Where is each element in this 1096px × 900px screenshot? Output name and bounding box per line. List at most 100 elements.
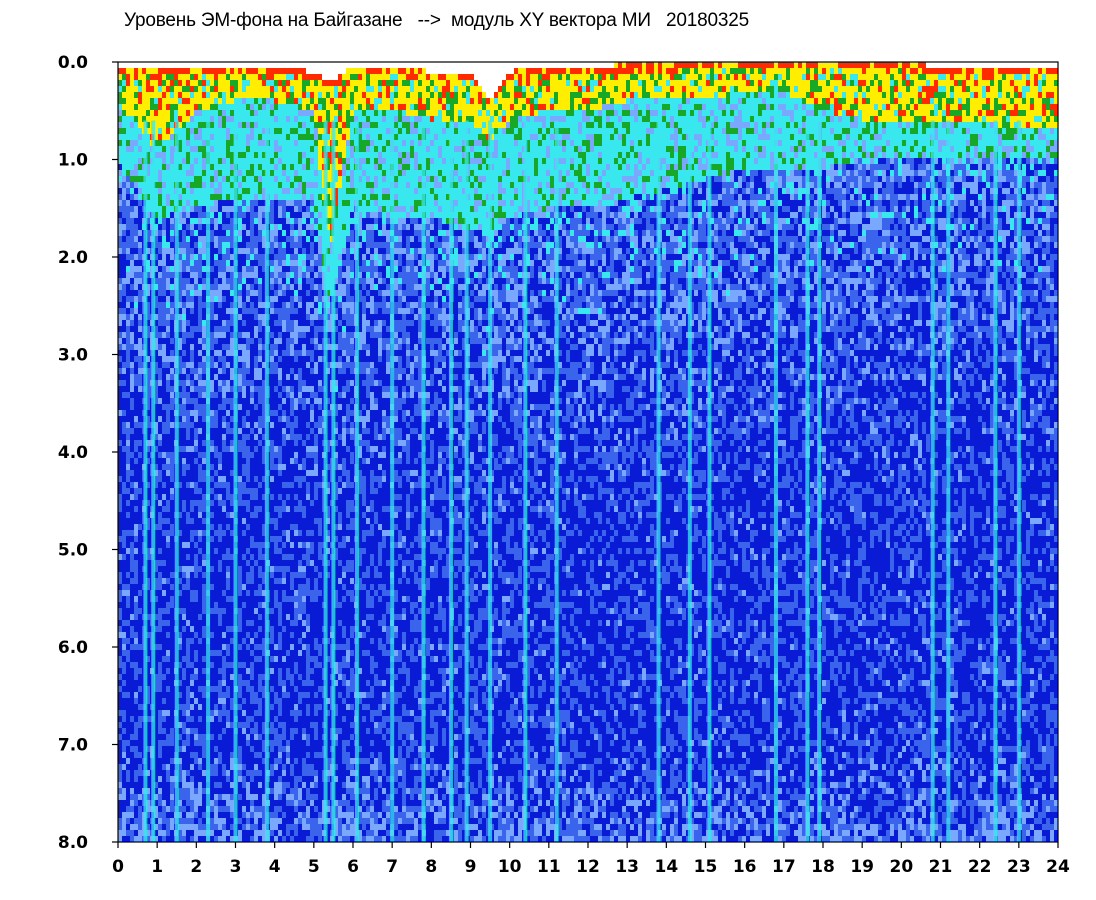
- heatmap-cell: [246, 608, 250, 614]
- heatmap-cell: [150, 110, 154, 116]
- heatmap-cell: [254, 146, 258, 152]
- heatmap-cell: [122, 110, 126, 116]
- heatmap-cell: [134, 422, 138, 428]
- heatmap-cell: [218, 392, 222, 398]
- heatmap-cell: [186, 500, 190, 506]
- heatmap-cell: [186, 476, 190, 482]
- heatmap-cell: [122, 644, 126, 650]
- heatmap-cell: [218, 278, 222, 284]
- heatmap-cell: [218, 686, 222, 692]
- heatmap-cell: [130, 98, 134, 104]
- heatmap-cell: [126, 344, 130, 350]
- heatmap-cell: [226, 710, 230, 716]
- heatmap-cell: [210, 332, 214, 338]
- heatmap-cell: [242, 116, 246, 122]
- heatmap-cell: [214, 74, 218, 80]
- heatmap-cell: [190, 464, 194, 470]
- heatmap-cell: [182, 86, 186, 92]
- heatmap-cell: [134, 644, 138, 650]
- heatmap-cell: [218, 572, 222, 578]
- heatmap-cell: [182, 386, 186, 392]
- heatmap-cell: [186, 224, 190, 230]
- heatmap-cell: [162, 494, 166, 500]
- heatmap-cell: [158, 626, 162, 632]
- heatmap-cell: [194, 206, 198, 212]
- heatmap-cell: [222, 734, 226, 740]
- heatmap-cell: [222, 404, 226, 410]
- heatmap-cell: [230, 536, 234, 542]
- heatmap-cell: [170, 572, 174, 578]
- heatmap-cell: [162, 668, 166, 674]
- heatmap-cell: [182, 512, 186, 518]
- heatmap-cell: [230, 782, 234, 788]
- heatmap-cell: [238, 206, 242, 212]
- heatmap-cell: [130, 488, 134, 494]
- heatmap-cell: [226, 272, 230, 278]
- heatmap-cell: [126, 176, 130, 182]
- heatmap-cell: [138, 704, 142, 710]
- heatmap-cell: [194, 464, 198, 470]
- heatmap-cell: [138, 86, 142, 92]
- heatmap-cell: [194, 146, 198, 152]
- heatmap-cell: [166, 518, 170, 524]
- heatmap-cell: [122, 140, 126, 146]
- heatmap-cell: [182, 164, 186, 170]
- heatmap-cell: [210, 836, 214, 842]
- heatmap-cell: [166, 632, 170, 638]
- heatmap-cell: [134, 410, 138, 416]
- heatmap-cell: [182, 632, 186, 638]
- heatmap-cell: [126, 164, 130, 170]
- heatmap-cell: [170, 698, 174, 704]
- heatmap-cell: [254, 80, 258, 86]
- heatmap-cell: [134, 374, 138, 380]
- heatmap-cell: [210, 86, 214, 92]
- heatmap-cell: [162, 308, 166, 314]
- heatmap-cell: [226, 290, 230, 296]
- heatmap-cell: [218, 158, 222, 164]
- heatmap-cell: [134, 152, 138, 158]
- heatmap-cell: [158, 80, 162, 86]
- heatmap-cell: [202, 458, 206, 464]
- heatmap-cell: [130, 482, 134, 488]
- heatmap-cell: [130, 602, 134, 608]
- heatmap-cell: [126, 158, 130, 164]
- heatmap-cell: [142, 80, 146, 86]
- heatmap-cell: [134, 584, 138, 590]
- heatmap-cell: [130, 590, 134, 596]
- heatmap-cell: [126, 554, 130, 560]
- heatmap-cell: [230, 818, 234, 824]
- heatmap-cell: [222, 326, 226, 332]
- heatmap-cell: [202, 626, 206, 632]
- heatmap-cell: [162, 488, 166, 494]
- heatmap-cell: [138, 200, 142, 206]
- heatmap-cell: [230, 386, 234, 392]
- heatmap-cell: [166, 812, 170, 818]
- heatmap-cell: [162, 602, 166, 608]
- heatmap-cell: [202, 698, 206, 704]
- heatmap-cell: [122, 464, 126, 470]
- heatmap-cell: [170, 272, 174, 278]
- heatmap-cell: [138, 110, 142, 116]
- heatmap-cell: [254, 116, 258, 122]
- heatmap-cell: [162, 290, 166, 296]
- heatmap-cell: [230, 338, 234, 344]
- heatmap-cell: [138, 236, 142, 242]
- heatmap-cell: [230, 698, 234, 704]
- heatmap-cell: [258, 794, 262, 800]
- heatmap-cell: [158, 110, 162, 116]
- heatmap-cell: [242, 788, 246, 794]
- heatmap-cell: [190, 404, 194, 410]
- heatmap-cell: [158, 314, 162, 320]
- heatmap-cell: [230, 74, 234, 80]
- heatmap-cell: [166, 74, 170, 80]
- heatmap-cell: [170, 380, 174, 386]
- heatmap-cell: [226, 704, 230, 710]
- heatmap-cell: [202, 590, 206, 596]
- heatmap-cell: [122, 788, 126, 794]
- heatmap-cell: [218, 296, 222, 302]
- heatmap-cell: [162, 386, 166, 392]
- heatmap-cell: [270, 140, 274, 146]
- heatmap-cell: [250, 170, 254, 176]
- heatmap-cell: [122, 314, 126, 320]
- heatmap-cell: [126, 800, 130, 806]
